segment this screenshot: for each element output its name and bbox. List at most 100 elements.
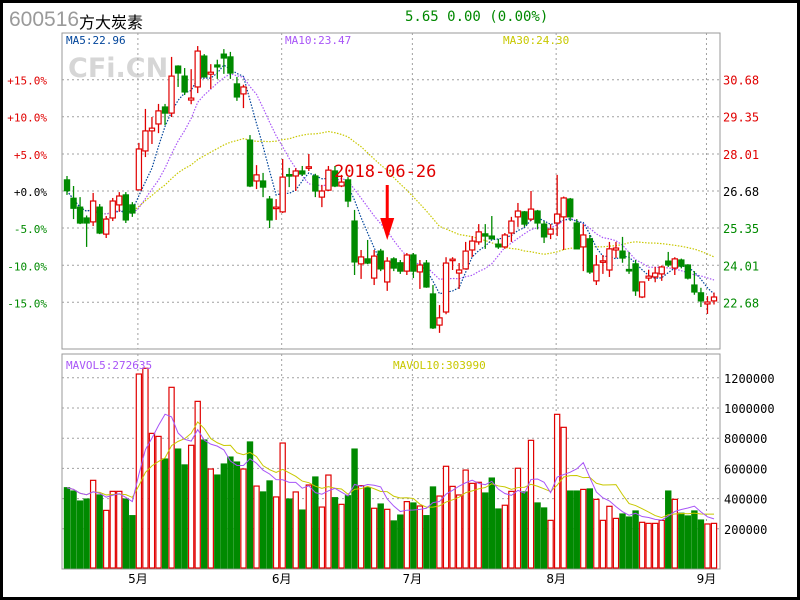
candle bbox=[482, 224, 489, 249]
candle bbox=[325, 165, 332, 191]
volume-bar bbox=[619, 513, 626, 569]
volume-bar bbox=[76, 500, 84, 569]
volume-bar bbox=[403, 501, 411, 569]
volume-bar bbox=[70, 490, 77, 569]
volume-bar bbox=[305, 484, 313, 569]
candle-body bbox=[599, 260, 607, 263]
candle-body bbox=[684, 264, 692, 279]
candle bbox=[586, 234, 594, 274]
volume-panel bbox=[61, 353, 721, 570]
candle bbox=[390, 257, 397, 272]
candle-body bbox=[429, 293, 437, 329]
volume-bar bbox=[514, 467, 522, 569]
volume-bar bbox=[580, 488, 587, 569]
volume-bar bbox=[521, 491, 528, 569]
candle bbox=[155, 103, 162, 134]
price-axis-label: 30.68 bbox=[723, 74, 759, 88]
price-axis-label: 28.01 bbox=[723, 148, 759, 162]
month-label: 8月 bbox=[546, 572, 566, 586]
volume-bar bbox=[89, 479, 97, 569]
candle bbox=[305, 154, 313, 171]
mavol5-line bbox=[66, 413, 715, 521]
volume-bar bbox=[488, 477, 495, 569]
volume-bar bbox=[442, 465, 450, 569]
candle bbox=[547, 224, 554, 240]
volume-bar bbox=[116, 490, 123, 569]
volume-bar bbox=[710, 522, 718, 569]
candle bbox=[370, 249, 378, 286]
candle bbox=[612, 241, 620, 259]
candle-body bbox=[83, 217, 90, 224]
candle bbox=[89, 192, 97, 227]
volume-bar bbox=[214, 474, 221, 569]
volume-axis-label: 1000000 bbox=[724, 402, 775, 416]
candle-body bbox=[377, 250, 384, 270]
percent-axis-label: -10.0% bbox=[7, 260, 47, 273]
volume-bar bbox=[697, 519, 705, 569]
candle-body bbox=[174, 65, 182, 74]
candle-body bbox=[135, 148, 143, 191]
volume-bar bbox=[351, 448, 358, 569]
volume-bar bbox=[384, 508, 391, 569]
mavol10-legend: MAVOL10:303990 bbox=[393, 359, 486, 372]
candle-body bbox=[508, 220, 515, 234]
candle-body bbox=[625, 268, 633, 272]
volume-bar bbox=[299, 509, 306, 569]
percent-axis-label: +10.0% bbox=[7, 112, 47, 125]
candle-body bbox=[475, 231, 482, 243]
candle bbox=[508, 216, 515, 242]
candle bbox=[593, 254, 600, 286]
volume-bar bbox=[207, 468, 214, 569]
volume-bar bbox=[259, 491, 267, 569]
watermark-logo: CFi.CN bbox=[68, 53, 168, 84]
volume-bar bbox=[455, 494, 463, 569]
volume-bar bbox=[148, 432, 156, 569]
candle-body bbox=[540, 223, 548, 238]
candle-body bbox=[665, 260, 672, 266]
candle bbox=[436, 305, 443, 333]
candle bbox=[514, 202, 522, 227]
candle-body bbox=[514, 210, 522, 218]
candle-body bbox=[187, 97, 195, 101]
candle-body bbox=[96, 206, 103, 234]
candle bbox=[194, 46, 201, 94]
volume-bar bbox=[168, 386, 175, 569]
candle-body bbox=[63, 179, 71, 192]
candle bbox=[553, 174, 561, 237]
candle bbox=[580, 224, 587, 272]
candle bbox=[442, 257, 450, 315]
candle-body bbox=[482, 233, 489, 237]
candle bbox=[142, 108, 149, 158]
candle bbox=[148, 117, 156, 144]
volume-bar bbox=[357, 485, 365, 569]
ma30-legend: MA30:24.30 bbox=[503, 34, 569, 47]
candle bbox=[632, 259, 639, 296]
candle bbox=[397, 259, 404, 274]
candle bbox=[344, 177, 352, 208]
candle bbox=[462, 241, 469, 270]
volume-bar bbox=[181, 464, 188, 569]
mavol10-line bbox=[66, 421, 714, 519]
candle-body bbox=[704, 301, 711, 305]
candle-body bbox=[468, 240, 476, 251]
candle bbox=[560, 196, 567, 250]
volume-bar bbox=[63, 487, 71, 569]
candle bbox=[135, 142, 143, 191]
volume-bar bbox=[495, 508, 502, 569]
candle-body bbox=[671, 258, 678, 269]
candle bbox=[429, 285, 437, 329]
volume-bar bbox=[292, 491, 299, 569]
candle-body bbox=[534, 210, 541, 224]
candle bbox=[410, 253, 417, 279]
volume-axis-label: 200000 bbox=[724, 523, 767, 537]
candle bbox=[279, 159, 286, 213]
volume-bar bbox=[436, 495, 443, 569]
candle bbox=[201, 54, 208, 78]
month-label: 6月 bbox=[272, 572, 292, 586]
ma10-line bbox=[66, 73, 715, 281]
volume-bar bbox=[390, 520, 397, 569]
candle-body bbox=[488, 235, 495, 240]
volume-bar bbox=[161, 458, 169, 569]
stock-name: 方大炭素 bbox=[79, 13, 144, 32]
volume-bar bbox=[449, 485, 456, 569]
